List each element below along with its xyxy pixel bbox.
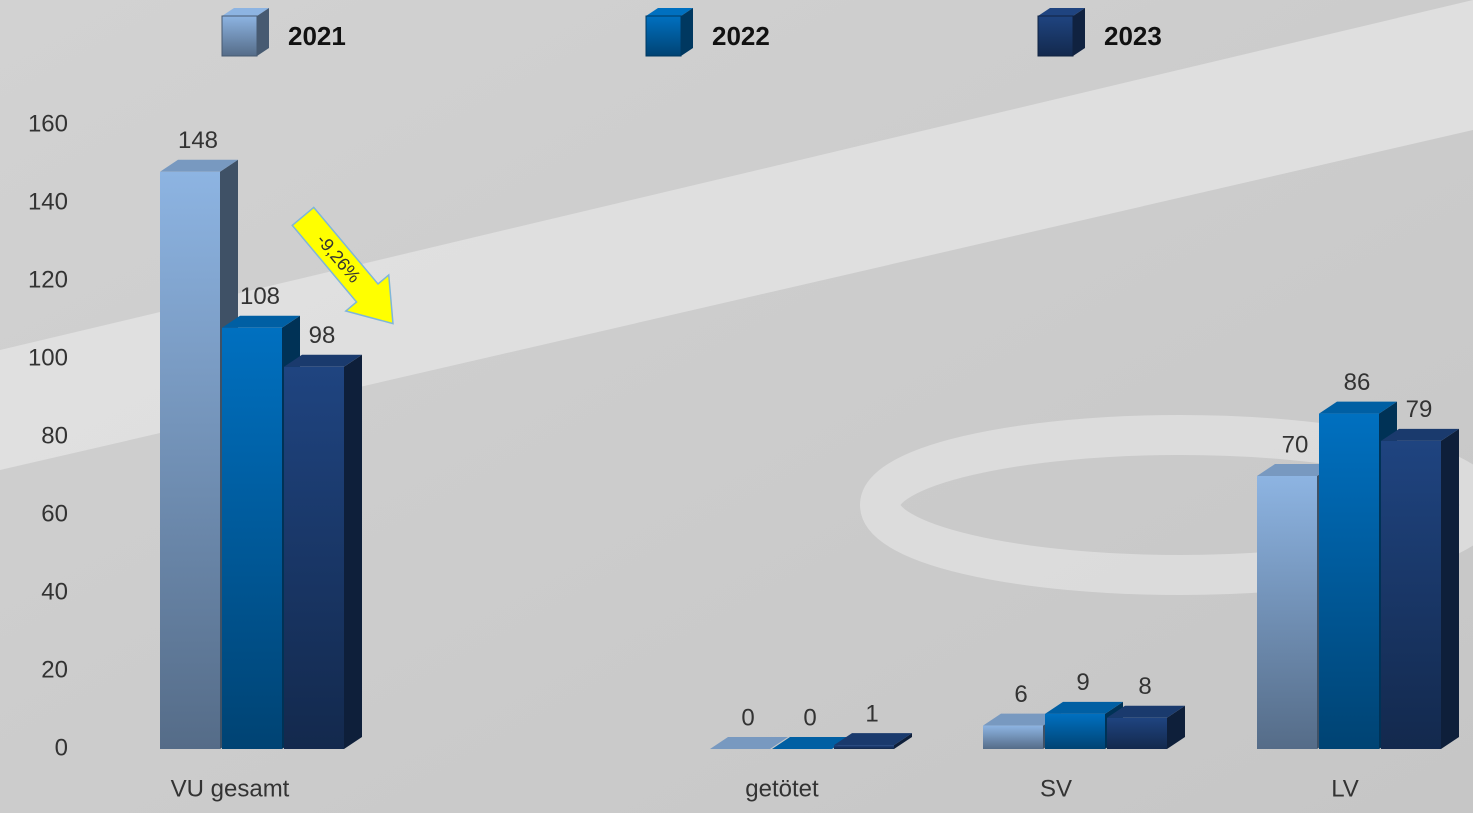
x-tick-label: getötet: [745, 775, 819, 802]
value-label: 0: [741, 704, 754, 731]
bar: [1045, 714, 1105, 749]
chart: 020406080100120140160202120222023VU gesa…: [0, 0, 1473, 813]
bar-side: [344, 355, 362, 749]
x-tick-label: LV: [1331, 775, 1359, 802]
bar-side: [1441, 429, 1459, 749]
bar: [983, 726, 1043, 749]
legend-cube: [646, 16, 681, 56]
y-tick-label: 100: [28, 344, 68, 371]
legend-label: 2023: [1104, 21, 1162, 51]
value-label: 148: [178, 127, 218, 154]
bar: [1257, 476, 1317, 749]
value-label: 98: [309, 322, 336, 349]
bar: [834, 745, 894, 749]
x-tick-label: VU gesamt: [171, 775, 290, 802]
x-tick-label: SV: [1040, 775, 1072, 802]
legend-cube: [1038, 16, 1073, 56]
bar: [160, 172, 220, 749]
bar: [1381, 441, 1441, 749]
legend-cube-side: [681, 8, 693, 56]
value-label: 1: [865, 700, 878, 727]
y-tick-label: 40: [41, 578, 68, 605]
y-tick-label: 20: [41, 656, 68, 683]
bar: [222, 328, 282, 749]
legend-cube-side: [257, 8, 269, 56]
y-tick-label: 60: [41, 500, 68, 527]
value-label: 8: [1138, 673, 1151, 700]
bar: [1107, 718, 1167, 749]
value-label: 108: [240, 283, 280, 310]
bar: [1319, 414, 1379, 749]
y-tick-label: 120: [28, 266, 68, 293]
bar: [284, 367, 344, 749]
legend-label: 2022: [712, 21, 770, 51]
legend-label: 2021: [288, 21, 346, 51]
y-tick-label: 80: [41, 422, 68, 449]
value-label: 0: [803, 704, 816, 731]
y-tick-label: 160: [28, 110, 68, 137]
value-label: 9: [1076, 669, 1089, 696]
legend-cube-side: [1073, 8, 1085, 56]
legend-cube: [222, 16, 257, 56]
y-tick-label: 140: [28, 188, 68, 215]
value-label: 86: [1344, 369, 1371, 396]
value-label: 70: [1282, 431, 1309, 458]
value-label: 6: [1014, 681, 1027, 708]
value-label: 79: [1406, 396, 1433, 423]
y-tick-label: 0: [55, 734, 68, 761]
